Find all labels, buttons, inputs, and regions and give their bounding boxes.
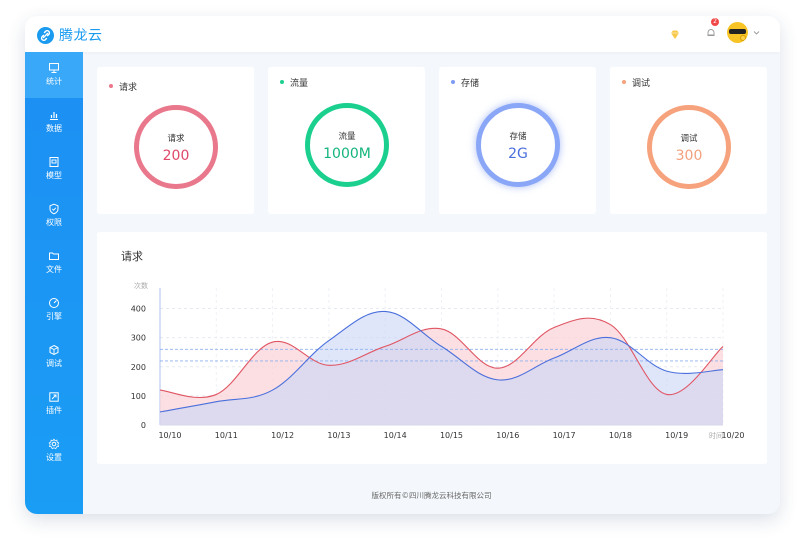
gear-icon [48, 438, 60, 450]
series-line-2 [159, 310, 724, 413]
sidebar-item-files[interactable]: 文件 [25, 240, 83, 286]
logo[interactable]: 腾龙云 [37, 25, 103, 45]
sidebar-item-label: 引擎 [46, 312, 62, 321]
x-tick-label: 10/19 [665, 431, 688, 440]
x-tick-label: 10/11 [215, 431, 238, 440]
series-area-2 [160, 311, 723, 425]
sidebar-item-engine[interactable]: 引擎 [25, 287, 83, 333]
status-dot [109, 84, 113, 88]
y-tick-label: 400 [131, 305, 146, 314]
stat-card-traffic: 流量 流量 1000M [268, 67, 425, 214]
stat-title: 调试 [632, 79, 651, 89]
ring-value: 300 [675, 148, 703, 164]
notification-button[interactable]: 2 [705, 18, 719, 42]
x-tick-label: 10/14 [384, 431, 407, 440]
monitor-icon [49, 63, 59, 73]
x-tick-label: 10/13 [327, 431, 350, 440]
sidebar-item-permission[interactable]: 权限 [25, 193, 83, 239]
stat-card-requests: 请求 请求 200 [97, 67, 254, 214]
sidebar-item-settings[interactable]: 设置 [25, 428, 83, 474]
sidebar-item-label: 插件 [46, 406, 62, 415]
diamond-icon[interactable] [669, 29, 681, 41]
sidebar-item-label: 权限 [46, 218, 62, 227]
ring-label: 存储 [509, 132, 527, 142]
x-tick-label: 10/12 [271, 431, 294, 440]
shield-icon [49, 203, 59, 215]
y-axis-label: 次数 [134, 281, 148, 290]
chart-title: 请求 [121, 250, 143, 263]
chevron-down-icon[interactable] [753, 29, 760, 36]
x-tick-label: 10/15 [440, 431, 463, 440]
status-dot [280, 80, 284, 84]
notification-badge: 2 [711, 18, 719, 26]
ring-value: 1000M [323, 146, 371, 162]
status-dot [451, 80, 455, 84]
ring-label: 调试 [680, 134, 698, 144]
sidebar-item-debug[interactable]: 调试 [25, 334, 83, 380]
sidebar-item-label: 文件 [46, 265, 62, 274]
sidebar-item-data[interactable]: 数据 [25, 99, 83, 145]
y-tick-label: 100 [131, 392, 146, 401]
x-tick-label: 10/20 [721, 431, 744, 440]
bar-chart-icon [50, 112, 58, 120]
ring-label: 流量 [338, 132, 356, 142]
x-axis-label: 时间 [709, 431, 723, 440]
stat-title: 请求 [119, 83, 138, 93]
top-bar: 腾龙云 2 [25, 16, 780, 52]
app-name: 腾龙云 [59, 28, 103, 44]
sidebar-item-label: 调试 [46, 359, 62, 368]
stat-title: 存储 [461, 79, 480, 89]
sidebar: 统计 数据 模型 权限 文件 [25, 52, 83, 514]
app-window: 腾龙云 2 [25, 16, 780, 514]
stat-card-debug: 调试 调试 300 [610, 67, 767, 214]
folder-icon [49, 252, 59, 260]
avatar[interactable] [727, 22, 748, 43]
area-chart: 0 100 200 300 400 10/10 10/11 10/12 10/13 10/14 10… [131, 281, 745, 440]
plugin-icon [49, 392, 59, 402]
sidebar-item-label: 统计 [46, 77, 62, 86]
x-tick-label: 10/16 [496, 431, 519, 440]
y-tick-label: 0 [141, 421, 146, 430]
ring-value: 200 [162, 148, 190, 164]
x-tick-label: 10/17 [553, 431, 576, 440]
status-dot [622, 80, 626, 84]
sidebar-item-label: 设置 [46, 453, 62, 462]
stat-ring: 存储 2G [476, 103, 560, 187]
cube-icon [49, 344, 59, 356]
sidebar-item-plugins[interactable]: 插件 [25, 381, 83, 427]
stat-title: 流量 [290, 79, 309, 89]
bell-icon [707, 29, 715, 36]
sidebar-item-label: 模型 [46, 171, 62, 180]
series-line-1 [159, 317, 724, 399]
stat-card-storage: 存储 存储 2G [439, 67, 596, 214]
sidebar-item-stats[interactable]: 统计 [25, 52, 83, 98]
logo-icon [37, 26, 54, 44]
x-tick-label: 10/18 [609, 431, 632, 440]
x-tick-label: 10/10 [158, 431, 181, 440]
footer-copyright: 版权所有©四川腾龙云科技有限公司 [371, 491, 492, 500]
stat-ring: 调试 300 [647, 105, 731, 189]
sidebar-item-model[interactable]: 模型 [25, 146, 83, 192]
model-icon [49, 157, 59, 167]
sidebar-item-label: 数据 [46, 124, 62, 133]
y-tick-label: 300 [131, 334, 146, 343]
engine-icon [49, 298, 59, 308]
y-tick-label: 200 [131, 363, 146, 372]
ring-label: 请求 [167, 134, 185, 144]
stat-ring: 流量 1000M [305, 103, 389, 187]
stat-ring: 请求 200 [134, 105, 218, 189]
ring-value: 2G [508, 146, 528, 162]
chart-card: 请求 0 100 200 300 400 10/10 10/11 10/12 10/13 10/1… [97, 232, 767, 464]
